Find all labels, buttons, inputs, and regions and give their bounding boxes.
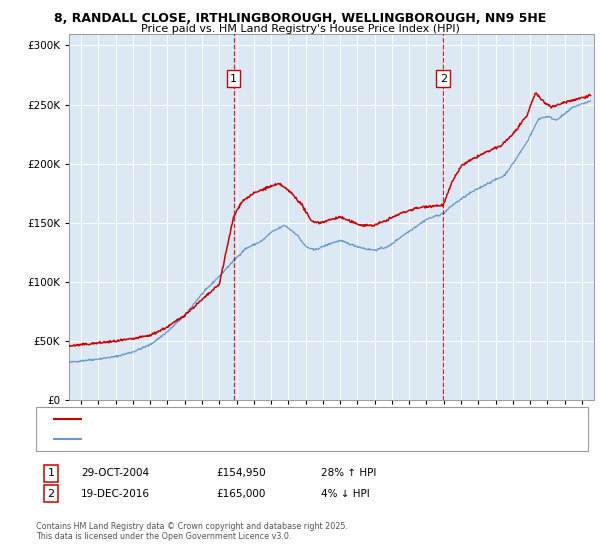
- Text: 19-DEC-2016: 19-DEC-2016: [81, 489, 150, 499]
- Text: 1: 1: [47, 468, 55, 478]
- Text: £154,950: £154,950: [216, 468, 266, 478]
- Text: 1: 1: [230, 73, 237, 83]
- Text: 8, RANDALL CLOSE, IRTHLINGBOROUGH, WELLINGBOROUGH, NN9 5HE (semi-detached house): 8, RANDALL CLOSE, IRTHLINGBOROUGH, WELLI…: [87, 415, 496, 424]
- Text: 2: 2: [440, 73, 447, 83]
- Text: 29-OCT-2004: 29-OCT-2004: [81, 468, 149, 478]
- Text: 2: 2: [47, 489, 55, 499]
- Text: £165,000: £165,000: [216, 489, 265, 499]
- Text: 8, RANDALL CLOSE, IRTHLINGBOROUGH, WELLINGBOROUGH, NN9 5HE: 8, RANDALL CLOSE, IRTHLINGBOROUGH, WELLI…: [54, 12, 546, 25]
- Text: 4% ↓ HPI: 4% ↓ HPI: [321, 489, 370, 499]
- Text: Contains HM Land Registry data © Crown copyright and database right 2025.
This d: Contains HM Land Registry data © Crown c…: [36, 522, 348, 542]
- Text: HPI: Average price, semi-detached house, North Northamptonshire: HPI: Average price, semi-detached house,…: [87, 434, 376, 443]
- Text: 28% ↑ HPI: 28% ↑ HPI: [321, 468, 376, 478]
- Text: Price paid vs. HM Land Registry's House Price Index (HPI): Price paid vs. HM Land Registry's House …: [140, 24, 460, 34]
